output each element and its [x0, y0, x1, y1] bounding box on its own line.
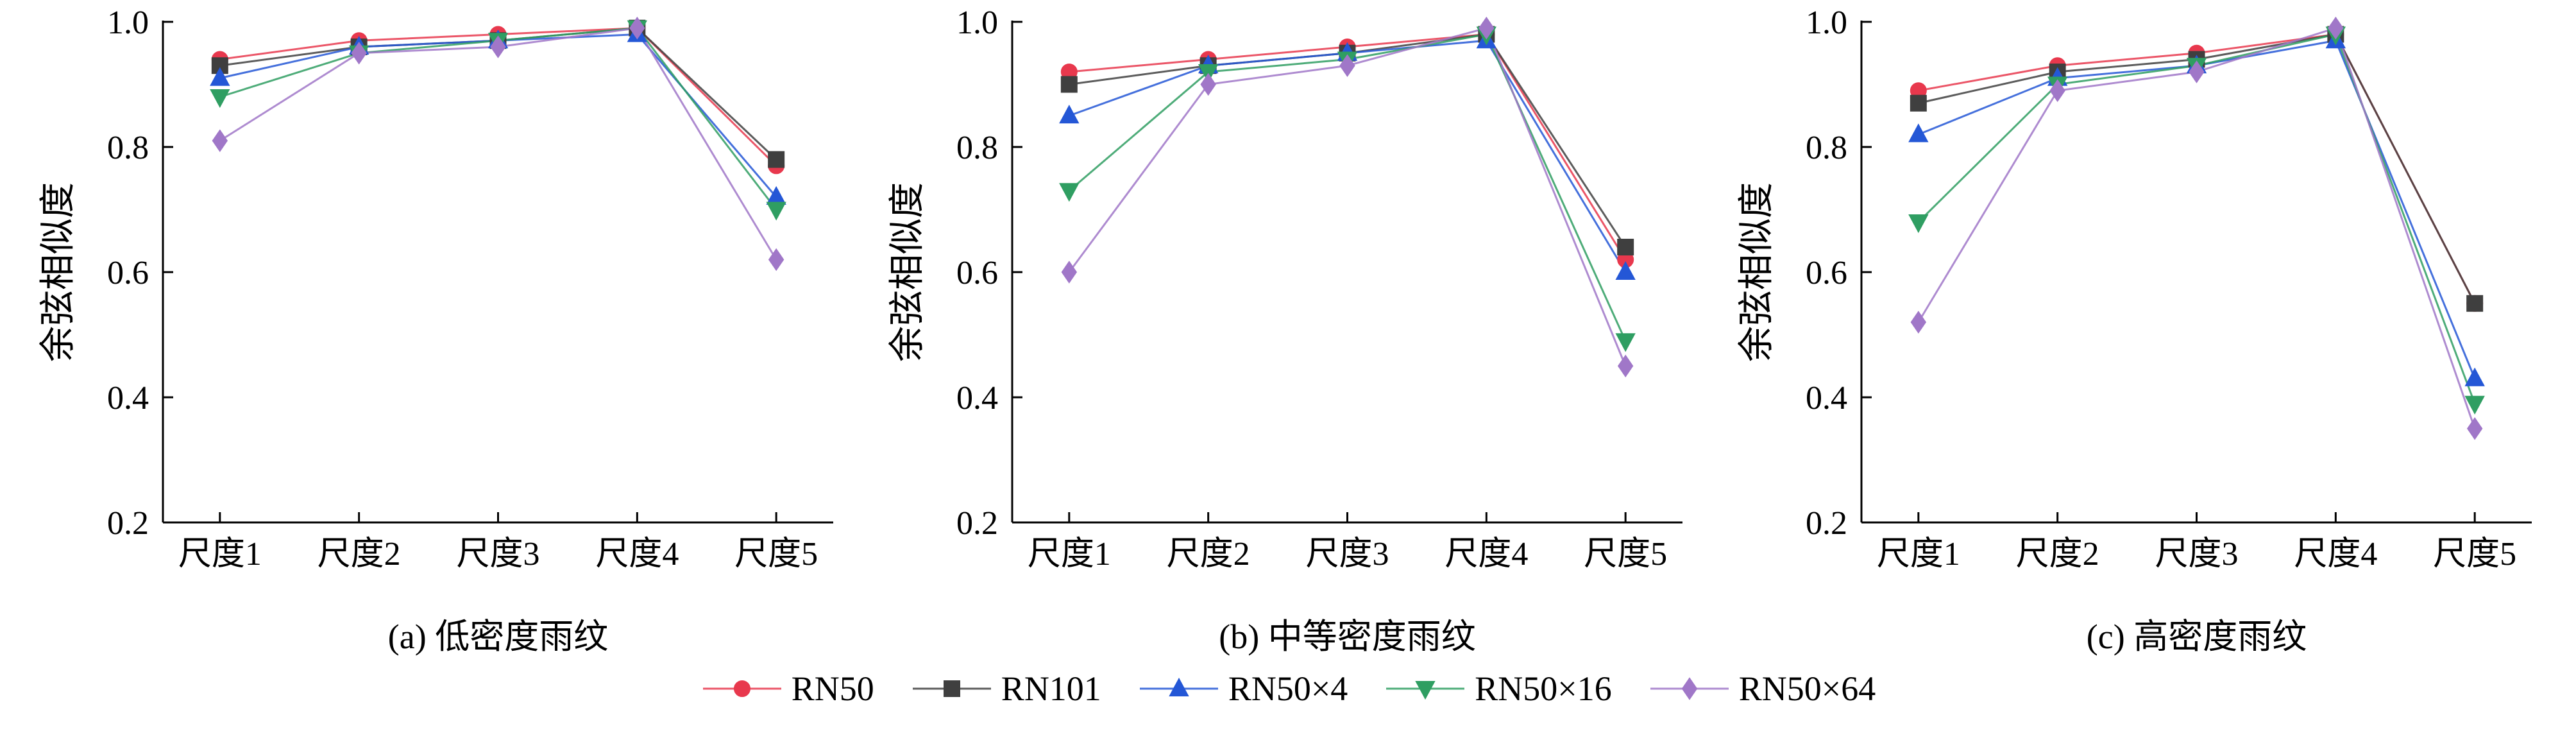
svg-text:0.4: 0.4	[956, 380, 998, 417]
svg-text:尺度1: 尺度1	[1028, 536, 1111, 573]
svg-text:余弦相似度: 余弦相似度	[888, 182, 928, 362]
svg-text:尺度3: 尺度3	[2155, 536, 2238, 573]
svg-text:尺度4: 尺度4	[1445, 536, 1528, 573]
svg-text:0.8: 0.8	[956, 130, 998, 166]
svg-text:0.4: 0.4	[1806, 380, 1847, 417]
svg-text:余弦相似度: 余弦相似度	[38, 182, 78, 362]
legend-swatch-square-icon	[912, 680, 991, 697]
legend-swatch-circle-icon	[702, 680, 781, 697]
legend-label: RN101	[1001, 669, 1101, 708]
chart-b-canvas: 0.2 0.4 0.6 0.8 1.0 尺度1 尺度2 尺度3 尺度4 尺度5 余弦相似度	[888, 4, 1682, 573]
legend-swatch-diamond-icon	[1650, 677, 1729, 700]
chart-c-canvas: 0.2 0.4 0.6 0.8 1.0 尺度1 尺度2 尺度3 尺度4 尺度5 余弦相似度	[1737, 4, 2532, 573]
svg-text:尺度4: 尺度4	[2294, 536, 2377, 573]
legend-item-rn50x16: RN50×16	[1384, 669, 1612, 709]
svg-text:尺度3: 尺度3	[1305, 536, 1389, 573]
svg-text:0.2: 0.2	[1806, 505, 1847, 542]
figure-legend: RN50 RN101 RN50×4 RN50×16 RN50×64	[700, 669, 1876, 709]
legend-label: RN50×64	[1738, 669, 1876, 708]
svg-text:0.6: 0.6	[956, 255, 998, 291]
svg-text:0.8: 0.8	[107, 130, 149, 166]
legend-swatch-triangle-down-icon	[1386, 681, 1465, 700]
chart-panel-a: 0.2 0.4 0.6 0.8 1.0 尺度1 尺度2 尺度3 尺度4 尺度5 余弦相似度 (a) …	[25, 3, 852, 660]
svg-text:1.0: 1.0	[107, 4, 149, 41]
svg-text:1.0: 1.0	[956, 4, 998, 41]
legend-item-rn50x64: RN50×64	[1648, 669, 1876, 709]
legend-item-rn50x4: RN50×4	[1137, 669, 1348, 709]
chart-panel-b: 0.2 0.4 0.6 0.8 1.0 尺度1 尺度2 尺度3 尺度4 尺度5 余弦相似度 (b) …	[874, 3, 1702, 660]
svg-text:1.0: 1.0	[1806, 4, 1847, 41]
chart-a-canvas: 0.2 0.4 0.6 0.8 1.0 尺度1 尺度2 尺度3 尺度4 尺度5 余弦相似度	[38, 4, 833, 573]
svg-text:0.6: 0.6	[107, 255, 149, 291]
chart-c-caption: (c) 高密度雨纹	[2086, 617, 2307, 656]
svg-text:尺度3: 尺度3	[456, 536, 539, 573]
charts-row: 0.2 0.4 0.6 0.8 1.0 尺度1 尺度2 尺度3 尺度4 尺度5 余弦相似度 (a) …	[25, 0, 2551, 660]
chart-panel-c: 0.2 0.4 0.6 0.8 1.0 尺度1 尺度2 尺度3 尺度4 尺度5 余弦相似度 (c) …	[1724, 3, 2551, 660]
svg-text:0.6: 0.6	[1806, 255, 1847, 291]
legend-label: RN50	[791, 669, 874, 708]
svg-text:尺度5: 尺度5	[2433, 536, 2516, 573]
legend-item-rn50: RN50	[700, 669, 874, 709]
svg-text:余弦相似度: 余弦相似度	[1737, 182, 1777, 362]
svg-text:尺度5: 尺度5	[734, 536, 818, 573]
chart-b-caption: (b) 中等密度雨纹	[1219, 617, 1476, 656]
legend-item-rn101: RN101	[910, 669, 1101, 709]
svg-text:尺度4: 尺度4	[595, 536, 679, 573]
svg-text:尺度2: 尺度2	[2016, 536, 2099, 573]
svg-text:尺度2: 尺度2	[318, 536, 401, 573]
svg-text:尺度2: 尺度2	[1167, 536, 1250, 573]
svg-text:0.2: 0.2	[107, 505, 149, 542]
svg-text:尺度1: 尺度1	[1877, 536, 1960, 573]
svg-text:0.2: 0.2	[956, 505, 998, 542]
chart-a-caption: (a) 低密度雨纹	[387, 617, 609, 656]
svg-text:尺度1: 尺度1	[178, 536, 262, 573]
svg-text:尺度5: 尺度5	[1584, 536, 1667, 573]
legend-swatch-triangle-up-icon	[1139, 677, 1218, 696]
svg-text:0.4: 0.4	[107, 380, 149, 417]
legend-label: RN50×4	[1228, 669, 1348, 708]
svg-text:0.8: 0.8	[1806, 130, 1847, 166]
legend-label: RN50×16	[1475, 669, 1612, 708]
